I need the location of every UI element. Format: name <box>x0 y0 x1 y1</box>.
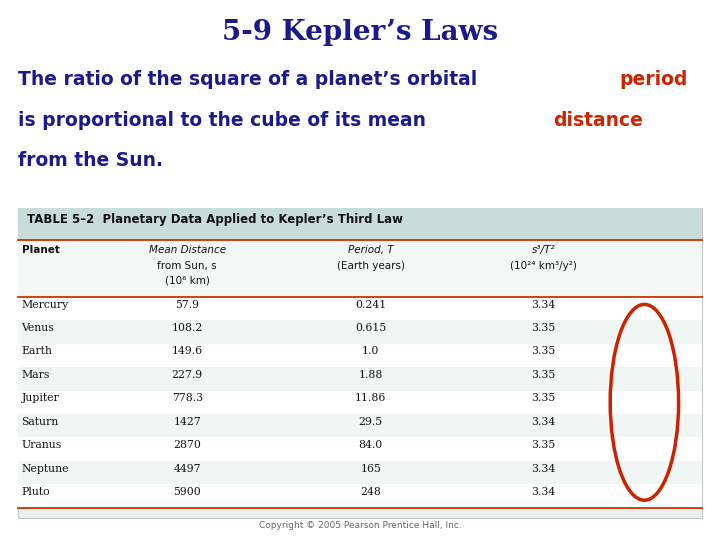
Text: Mars: Mars <box>22 370 50 380</box>
Text: 3.34: 3.34 <box>531 463 556 474</box>
Bar <box>18 240 702 297</box>
Bar <box>18 437 702 461</box>
Text: Pluto: Pluto <box>22 487 50 497</box>
Text: 2870: 2870 <box>174 440 201 450</box>
Text: is proportional to the cube of its mean: is proportional to the cube of its mean <box>18 111 433 130</box>
Bar <box>18 208 702 240</box>
Text: 3.34: 3.34 <box>531 300 556 310</box>
Text: Neptune: Neptune <box>22 463 69 474</box>
Text: 149.6: 149.6 <box>171 347 203 356</box>
Text: The ratio of the square of a planet’s orbital: The ratio of the square of a planet’s or… <box>18 70 484 89</box>
Text: Mean Distance: Mean Distance <box>148 245 226 255</box>
Text: TABLE 5–2  Planetary Data Applied to Kepler’s Third Law: TABLE 5–2 Planetary Data Applied to Kepl… <box>27 213 402 226</box>
Text: 108.2: 108.2 <box>171 323 203 333</box>
Bar <box>18 320 702 344</box>
Text: period: period <box>619 70 688 89</box>
Text: 3.35: 3.35 <box>531 370 556 380</box>
Text: 3.34: 3.34 <box>531 417 556 427</box>
Text: 1427: 1427 <box>174 417 201 427</box>
Text: Earth: Earth <box>22 347 53 356</box>
Text: 3.34: 3.34 <box>531 487 556 497</box>
Text: from Sun, s: from Sun, s <box>158 261 217 271</box>
Text: 227.9: 227.9 <box>171 370 203 380</box>
Text: 84.0: 84.0 <box>359 440 383 450</box>
Text: 248: 248 <box>361 487 381 497</box>
Text: 1.0: 1.0 <box>362 347 379 356</box>
Bar <box>18 344 702 367</box>
Text: 5900: 5900 <box>174 487 201 497</box>
Text: 3.35: 3.35 <box>531 440 556 450</box>
Bar <box>18 297 702 320</box>
Text: (10⁶ km): (10⁶ km) <box>165 275 210 286</box>
Text: Saturn: Saturn <box>22 417 59 427</box>
Text: from the Sun.: from the Sun. <box>18 151 163 170</box>
Text: Uranus: Uranus <box>22 440 62 450</box>
Text: s³/T²: s³/T² <box>532 245 555 255</box>
Text: (Earth years): (Earth years) <box>337 261 405 271</box>
Text: 11.86: 11.86 <box>355 393 387 403</box>
Text: Copyright © 2005 Pearson Prentice Hall, Inc.: Copyright © 2005 Pearson Prentice Hall, … <box>258 521 462 530</box>
Text: Period, T: Period, T <box>348 245 394 255</box>
Bar <box>18 208 702 518</box>
Text: 3.35: 3.35 <box>531 323 556 333</box>
Text: 3.35: 3.35 <box>531 393 556 403</box>
Text: 57.9: 57.9 <box>175 300 199 310</box>
Bar <box>18 461 702 484</box>
Bar <box>18 484 702 508</box>
Text: 1.88: 1.88 <box>359 370 383 380</box>
Text: distance: distance <box>553 111 643 130</box>
Text: 0.241: 0.241 <box>355 300 387 310</box>
Text: Mercury: Mercury <box>22 300 69 310</box>
Text: (10²⁴ km³/y²): (10²⁴ km³/y²) <box>510 261 577 271</box>
Text: 3.35: 3.35 <box>531 347 556 356</box>
Text: 778.3: 778.3 <box>171 393 203 403</box>
Bar <box>18 414 702 437</box>
Text: Planet: Planet <box>22 245 60 255</box>
Text: 5-9 Kepler’s Laws: 5-9 Kepler’s Laws <box>222 19 498 46</box>
Text: Venus: Venus <box>22 323 54 333</box>
Bar <box>18 390 702 414</box>
Bar <box>18 367 702 390</box>
Text: 0.615: 0.615 <box>355 323 387 333</box>
Text: 165: 165 <box>361 463 381 474</box>
Text: 29.5: 29.5 <box>359 417 383 427</box>
Text: 4497: 4497 <box>174 463 201 474</box>
Text: Jupiter: Jupiter <box>22 393 59 403</box>
